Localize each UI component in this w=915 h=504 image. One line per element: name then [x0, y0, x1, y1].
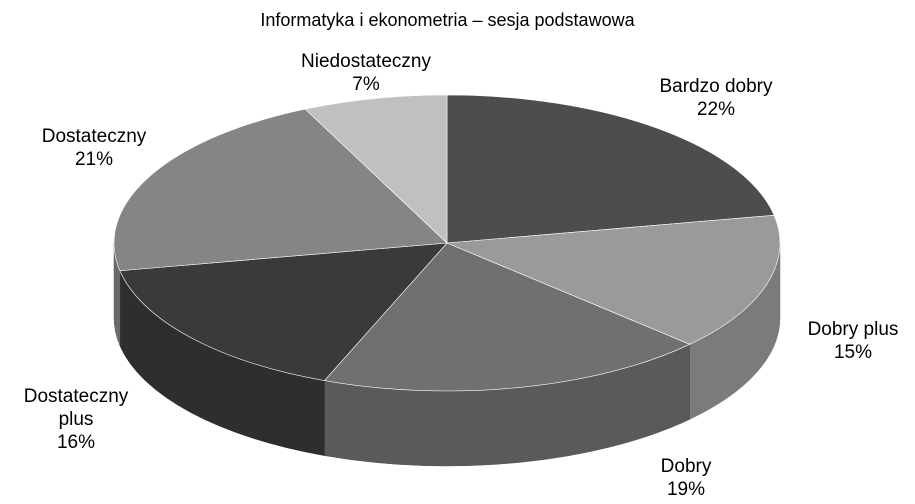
slice-top — [446, 214, 781, 345]
value-label: 21% — [74, 149, 114, 170]
slice-top — [323, 242, 691, 392]
category-label: Dobry plus — [807, 319, 899, 340]
slice-top — [446, 94, 775, 244]
value-label: 7% — [352, 74, 380, 95]
value-label: 22% — [696, 99, 736, 120]
category-label: Niedostateczny — [301, 51, 431, 72]
category-label: Dostateczny — [41, 126, 147, 147]
category-label: Bardzo dobry — [659, 76, 773, 97]
slice — [113, 108, 448, 346]
category-label: Dobry — [660, 456, 712, 477]
category-label: Dostateczny plus — [23, 386, 129, 430]
slice — [446, 214, 781, 420]
slice — [304, 94, 448, 244]
chart-title: Informatyka i ekonometria – sesja podsta… — [260, 10, 635, 30]
slice-top — [113, 108, 448, 272]
slice — [446, 94, 775, 244]
slice-top — [304, 94, 448, 244]
slice-top — [119, 242, 448, 381]
value-label: 15% — [833, 342, 873, 363]
slice — [323, 242, 691, 467]
value-label: 16% — [56, 432, 96, 453]
value-label: 19% — [666, 479, 706, 500]
